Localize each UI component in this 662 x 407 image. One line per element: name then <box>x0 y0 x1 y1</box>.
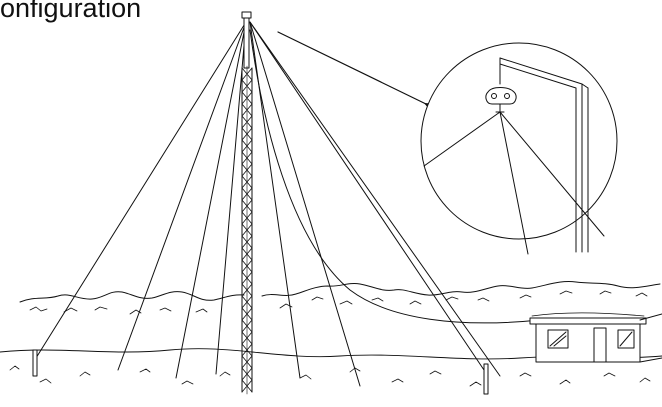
mast-top-cap <box>241 11 252 19</box>
feed-line <box>249 29 541 324</box>
lattice-mast <box>241 65 253 395</box>
detail-circle <box>420 42 618 240</box>
insulator-detail <box>423 57 605 255</box>
vegetation-detail <box>29 290 648 315</box>
page-title: onfiguration <box>0 0 142 23</box>
arrow-icon <box>277 31 440 115</box>
guy-wires <box>35 21 501 387</box>
anchor-post-right <box>483 363 489 395</box>
ground-tufts <box>9 365 651 387</box>
anchor-post-left <box>32 349 38 377</box>
mast-top-pole <box>243 13 250 69</box>
building <box>529 312 662 363</box>
vegetation-outline <box>19 281 661 303</box>
